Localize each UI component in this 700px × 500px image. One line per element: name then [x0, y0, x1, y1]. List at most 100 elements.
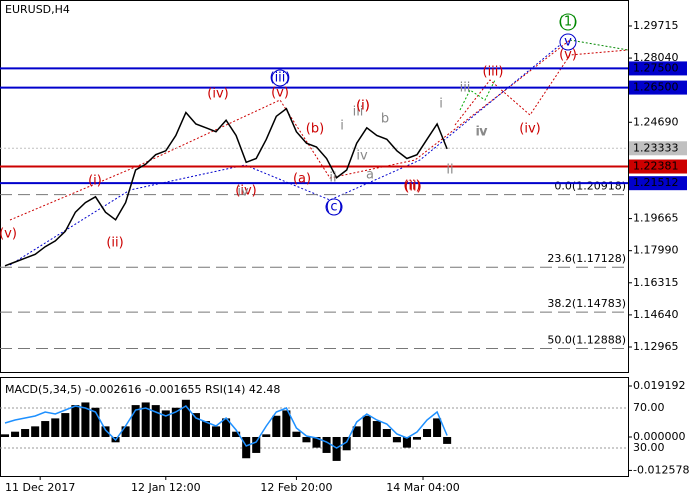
macd-bar	[332, 436, 341, 461]
macd-bar	[292, 431, 301, 437]
level-tag	[629, 80, 687, 95]
wave-label: (v)	[0, 227, 17, 242]
wave-label: (iii)	[483, 65, 504, 80]
macd-bar	[141, 402, 150, 437]
wave-label: a	[366, 168, 374, 183]
macd-bar	[423, 429, 432, 437]
y-tick-label: 1.19665	[633, 212, 679, 225]
wave-label: ii	[446, 163, 453, 178]
wave-label: (iv)	[207, 87, 228, 102]
wave-label: (iv)	[519, 122, 540, 137]
fib-label: 23.6(1.17128)	[547, 252, 626, 265]
macd-bar	[412, 436, 422, 440]
symbol-title: EURUSD,H4	[5, 3, 70, 16]
macd-bar	[392, 436, 401, 443]
wave-label: (ii)	[106, 236, 123, 251]
y-tick-label: 1.12965	[633, 340, 679, 353]
macd-bar	[71, 405, 80, 437]
level-label: 1.22381	[633, 160, 679, 173]
rsi-line	[4, 405, 448, 449]
wave-label: ii	[329, 171, 336, 186]
wave-label: i	[439, 97, 443, 112]
level-tag	[629, 159, 687, 174]
indicator-frame	[0, 377, 629, 477]
level-label: 1.23333	[633, 141, 679, 154]
projection	[569, 39, 629, 51]
wave-label: (i)	[356, 99, 370, 114]
macd-bar	[51, 418, 60, 437]
y-tick-label: 1.24690	[633, 115, 679, 128]
macd-bar	[201, 421, 211, 437]
wave-label: iv	[356, 149, 368, 164]
macd-bar	[342, 436, 351, 451]
macd-bar	[81, 402, 90, 437]
macd-bar	[402, 436, 411, 448]
macd-bar	[181, 399, 190, 437]
macd-bar	[121, 426, 130, 437]
macd-bar	[131, 405, 140, 437]
wave-label: (v)	[271, 86, 289, 101]
y-tick-label: 1.16315	[633, 276, 679, 289]
wave-label: (iii)	[270, 71, 291, 86]
macd-bar	[382, 429, 391, 437]
fib-label: 50.0(1.12888)	[547, 333, 626, 346]
wave-label: iv	[475, 125, 487, 140]
macd-bar	[222, 418, 231, 437]
macd-bar	[151, 405, 160, 437]
macd-bar	[272, 415, 281, 437]
x-tick-label: 14 Mar 04:00	[386, 481, 459, 494]
wave-label: v	[564, 35, 572, 50]
macd-bar	[91, 407, 100, 437]
wave-label: i	[340, 119, 344, 134]
main-frame	[0, 0, 629, 373]
level-tag	[629, 176, 687, 191]
level-tag	[629, 141, 687, 156]
macd-tick-label: 0.000000	[633, 430, 686, 443]
macd-bar	[1, 434, 10, 437]
rsi-tick-label: 30.00	[633, 441, 665, 454]
x-tick-label: 12 Feb 20:00	[260, 481, 332, 494]
macd-bar	[232, 431, 241, 437]
y-tick-label: 1.29715	[633, 19, 679, 32]
macd-bar	[372, 421, 381, 437]
macd-bar	[191, 413, 200, 437]
macd-bar	[433, 418, 442, 437]
wave-label: (c)	[325, 200, 342, 215]
macd-bar	[252, 436, 261, 453]
wave-label: (1)	[559, 15, 577, 30]
macd-bar	[161, 410, 170, 437]
wave-label: (v)	[559, 48, 577, 63]
wave-label: (iv)	[235, 184, 256, 199]
wave-label: iv	[476, 125, 488, 140]
wave-label: (ii)	[404, 180, 421, 195]
macd-bar	[21, 429, 30, 437]
macd-bar	[322, 436, 331, 453]
x-tick-label: 11 Dec 2017	[5, 481, 75, 494]
macd-bar	[242, 436, 251, 459]
wave-circle	[559, 13, 577, 31]
wave-label: (a)	[293, 172, 311, 187]
indicator-title: MACD(5,34,5) -0.002616 -0.001655 RSI(14)…	[5, 383, 280, 396]
macd-bar	[282, 410, 291, 437]
fib-label: 38.2(1.14783)	[547, 297, 626, 310]
macd-bar	[362, 415, 371, 437]
wave-label: (i)	[88, 174, 102, 189]
wave-circle	[271, 69, 289, 87]
macd-bar	[212, 426, 221, 437]
macd-bar	[101, 426, 110, 437]
macd-bar	[312, 436, 321, 448]
wave-label: (b)	[306, 122, 324, 137]
wave-label: iii	[353, 105, 364, 120]
wave-label: iii	[460, 81, 471, 96]
projection	[454, 49, 629, 126]
macd-bar	[443, 436, 452, 444]
macd-bar	[41, 421, 50, 437]
price-line	[4, 107, 448, 267]
wave-circle	[325, 198, 343, 216]
macd-bar	[11, 431, 20, 437]
rsi-tick-label: 70.00	[633, 401, 665, 414]
wave-label: (i)	[356, 99, 370, 114]
macd-bar	[171, 407, 180, 437]
